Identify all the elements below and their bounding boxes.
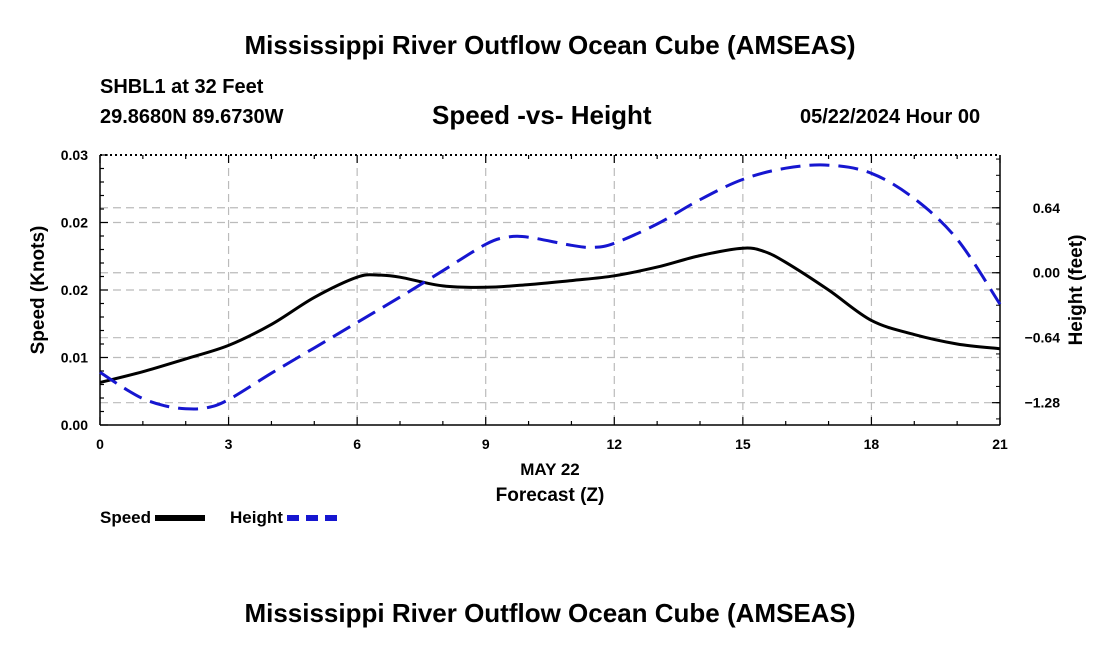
y-tick-label: 0.01	[61, 350, 88, 366]
station-label: SHBL1 at 32 Feet	[100, 76, 264, 98]
y2-tick-label: 0.64	[1033, 200, 1060, 216]
coordinates-label: 29.8680N 89.6730W	[100, 106, 284, 128]
x-axis-date-label: MAY 22	[520, 460, 580, 479]
x-tick-label: 9	[482, 436, 490, 452]
y-axis-title: Speed (Knots)	[28, 226, 49, 355]
legend-speed-swatch	[155, 515, 206, 521]
page-title-repeat: Mississippi River Outflow Ocean Cube (AM…	[244, 598, 856, 628]
x-tick-label: 3	[225, 436, 233, 452]
page-title: Mississippi River Outflow Ocean Cube (AM…	[244, 30, 856, 60]
y-tick-label: 0.02	[61, 282, 88, 298]
x-tick-label: 15	[735, 436, 751, 452]
y2-axis-title: Height (feet)	[1066, 235, 1087, 346]
y2-tick-label: 0.00	[1033, 265, 1060, 281]
legend-height-swatch	[286, 515, 337, 521]
series-line-speed	[99, 246, 1001, 384]
x-tick-label: 18	[864, 436, 880, 452]
legend-speed-label: Speed	[100, 508, 152, 527]
y-tick-label: 0.03	[61, 147, 88, 163]
y-tick-label: 0.02	[61, 215, 88, 231]
y2-tick-label: −0.64	[1025, 330, 1061, 346]
legend-height: Height	[230, 508, 337, 528]
chart-subtitle: Speed -vs- Height	[432, 100, 652, 130]
legend-height-label: Height	[230, 508, 283, 527]
x-tick-label: 6	[353, 436, 361, 452]
forecast-datetime: 05/22/2024 Hour 00	[800, 106, 981, 128]
x-tick-label: 12	[606, 436, 622, 452]
legend-speed: Speed	[100, 508, 206, 528]
x-axis-title: Forecast (Z)	[496, 485, 605, 506]
x-tick-label: 0	[96, 436, 104, 452]
x-tick-label: 21	[992, 436, 1008, 452]
series-line-height	[99, 163, 1002, 411]
y-tick-label: 0.00	[61, 417, 88, 433]
y2-tick-label: −1.28	[1025, 395, 1061, 411]
